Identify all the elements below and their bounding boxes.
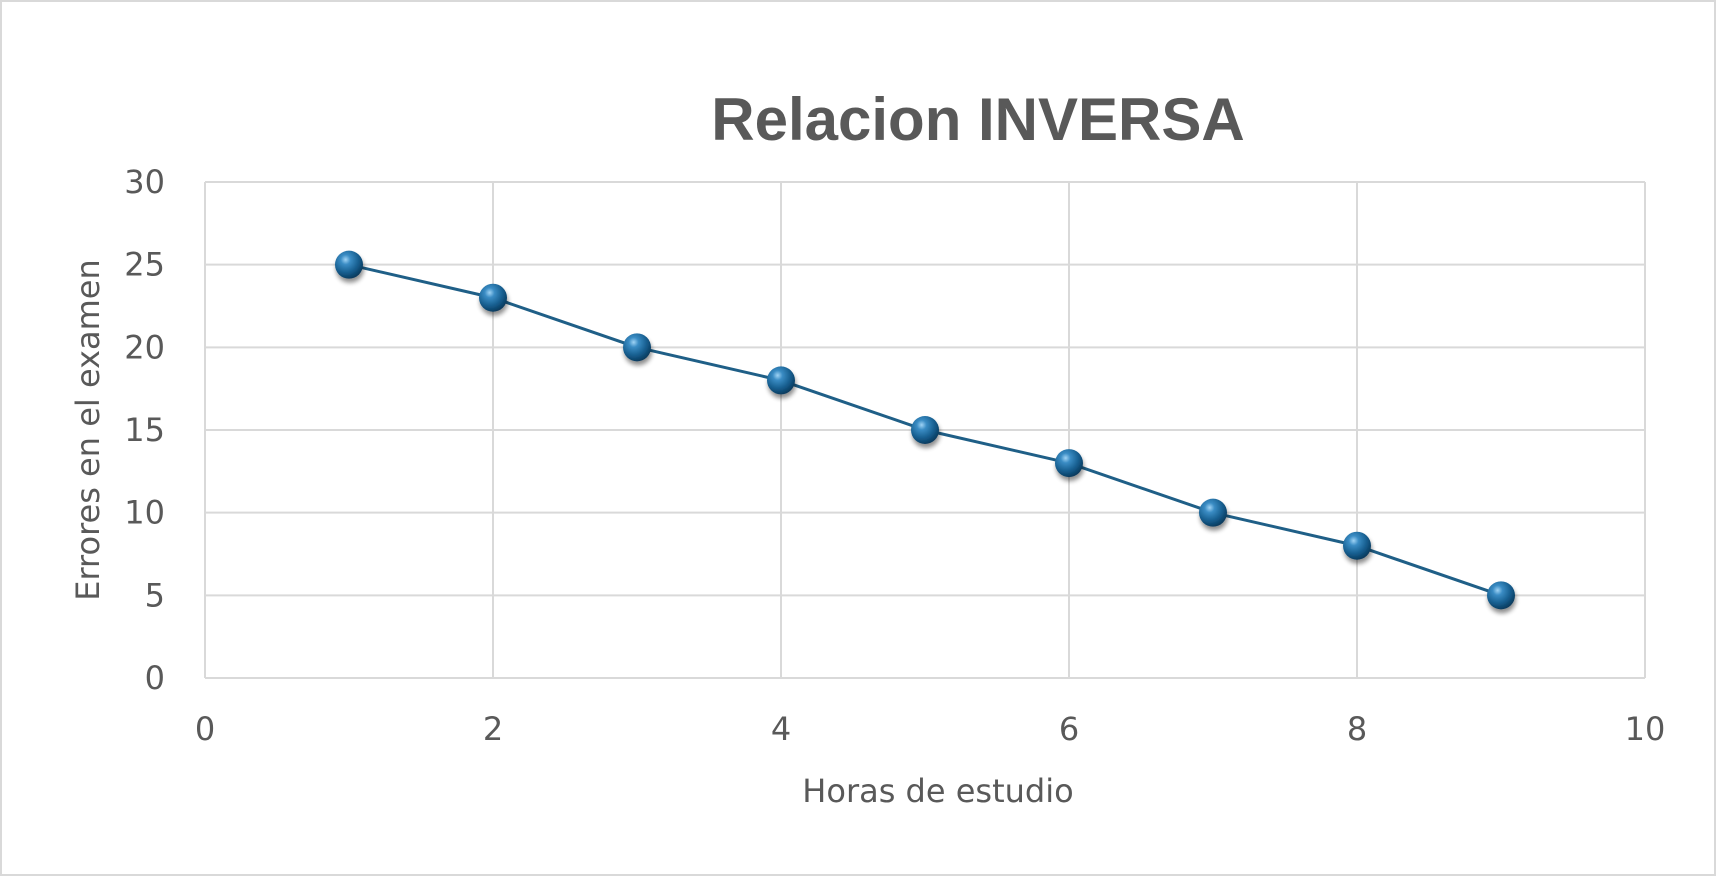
x-tick-label: 4	[771, 710, 791, 748]
y-tick-label: 10	[124, 494, 165, 532]
data-point	[335, 250, 363, 279]
y-tick-label: 30	[124, 163, 165, 201]
y-tick-label: 0	[145, 659, 165, 697]
x-tick-label: 8	[1347, 710, 1367, 748]
chart-title: Relacion INVERSA	[711, 86, 1244, 153]
y-tick-label: 5	[145, 576, 165, 614]
x-tick-label: 6	[1059, 710, 1079, 748]
x-tick-label: 2	[483, 710, 503, 748]
y-tick-label: 25	[124, 246, 165, 284]
grid-layer	[204, 181, 1646, 679]
x-tick-label: 0	[195, 710, 215, 748]
y-axis-ticks: 0 5 10 15 20 25 30	[124, 163, 165, 697]
y-tick-label: 15	[124, 411, 165, 449]
data-point	[767, 366, 795, 395]
y-tick-label: 20	[124, 328, 165, 366]
x-tick-label: 10	[1625, 710, 1666, 748]
data-point	[623, 333, 651, 362]
data-point	[1055, 449, 1083, 478]
x-axis-label: Horas de estudio	[802, 772, 1073, 810]
data-point	[1199, 498, 1227, 527]
series-layer	[335, 250, 1515, 610]
x-axis-ticks: 0 2 4 6 8 10	[195, 710, 1666, 748]
y-axis-label: Errores en el examen	[69, 259, 107, 601]
data-point	[479, 283, 507, 312]
data-point	[911, 416, 939, 444]
data-point	[1343, 531, 1371, 560]
data-point	[1487, 581, 1515, 610]
